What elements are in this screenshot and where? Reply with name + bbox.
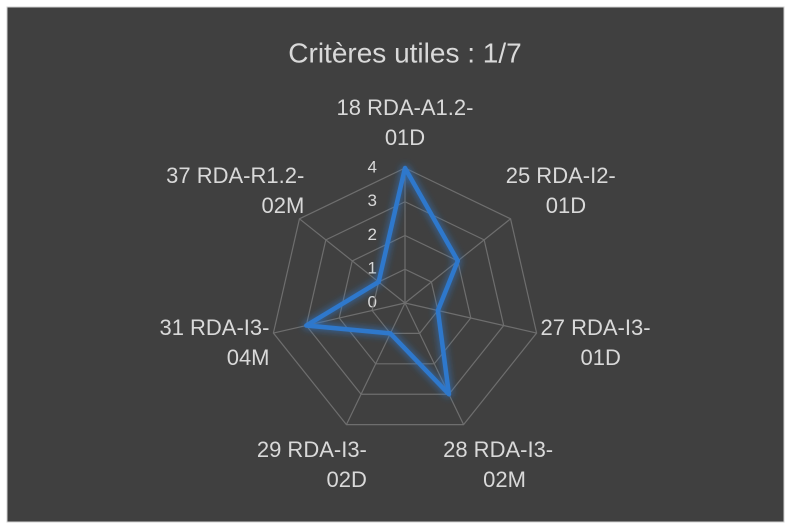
axis-line <box>404 302 465 425</box>
category-label-line: 31 RDA-I3- <box>159 315 269 340</box>
y-tick-label: 1 <box>368 259 377 278</box>
category-label: 37 RDA-R1.2- 02M <box>166 163 304 218</box>
category-label-line: 28 RDA-I3- <box>443 437 553 462</box>
grid-line <box>305 201 505 395</box>
category-label-line: 37 RDA-R1.2- <box>166 163 304 188</box>
y-tick-label: 4 <box>368 157 377 176</box>
category-label: 27 RDA-I3- 01D <box>540 315 650 370</box>
category-label-line: 01D <box>546 193 586 218</box>
category-label-line: 02D <box>327 467 367 492</box>
grid-line <box>371 268 439 335</box>
category-label-line: 29 RDA-I3- <box>257 437 367 462</box>
axis-line <box>345 302 406 425</box>
category-label: 18 RDA-A1.2- 01D <box>337 95 474 150</box>
axis-line <box>273 302 406 334</box>
category-label-line: 25 RDA-I2- <box>506 163 616 188</box>
category-label: 28 RDA-I3- 02M <box>443 437 553 492</box>
category-label-line: 18 RDA-A1.2- <box>337 95 474 120</box>
series-line <box>304 165 461 397</box>
grid-line <box>338 234 472 365</box>
category-label: 31 RDA-I3- 04M <box>159 315 269 370</box>
category-label-line: 02M <box>483 467 526 492</box>
category-label-line: 02M <box>261 193 304 218</box>
y-tick-label: 2 <box>368 225 377 244</box>
chart-title: Critères utiles : 1/7 <box>288 37 521 68</box>
category-label: 29 RDA-I3- 02D <box>257 437 367 492</box>
y-tick-label: 3 <box>368 191 377 210</box>
y-tick-label: 0 <box>368 292 377 311</box>
category-label-line: 01D <box>580 345 620 370</box>
axis-line <box>404 302 537 334</box>
chart-area <box>6 6 785 523</box>
category-label-line: 04M <box>227 345 270 370</box>
grid-line <box>272 167 538 426</box>
category-label-line: 01D <box>385 125 425 150</box>
axis-line <box>299 218 406 304</box>
category-label-line: 27 RDA-I3- <box>540 315 650 340</box>
category-label: 25 RDA-I2- 01D <box>506 163 616 218</box>
